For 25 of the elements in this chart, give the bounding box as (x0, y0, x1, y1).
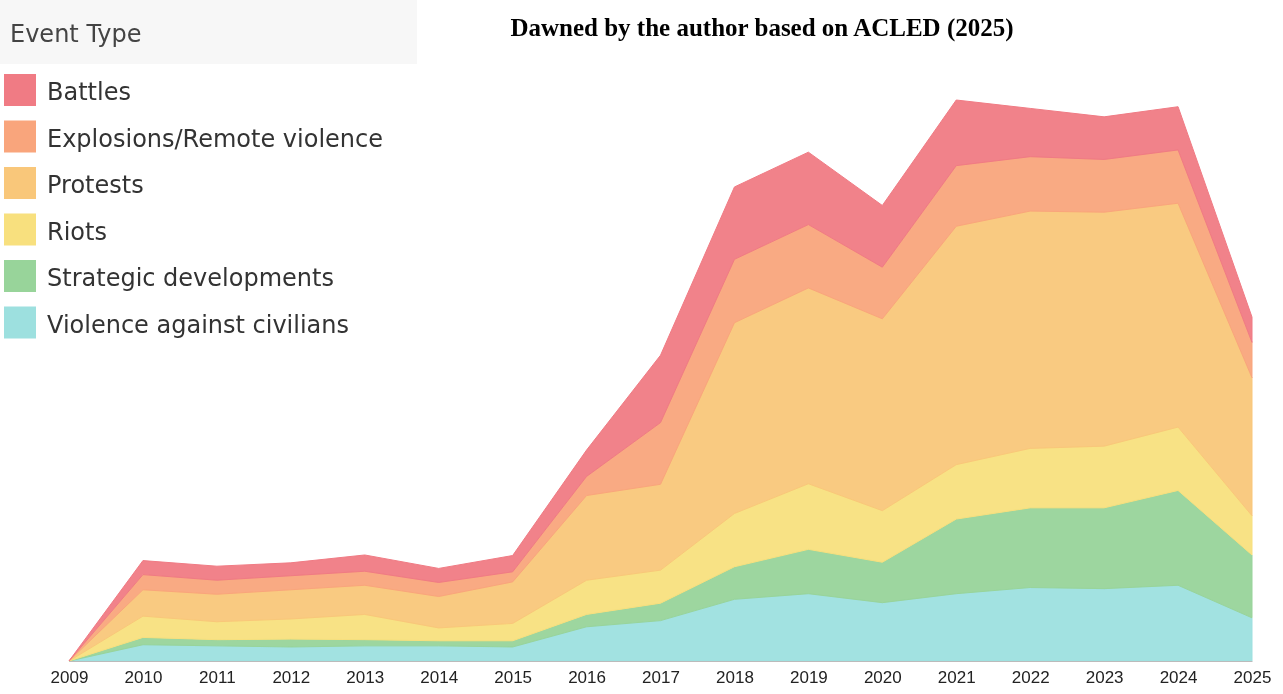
x-tick-label: 2023 (1085, 668, 1124, 688)
x-tick-label: 2012 (272, 668, 311, 688)
x-tick-label: 2025 (1233, 668, 1272, 688)
x-tick-label: 2010 (124, 668, 163, 688)
x-tick-label: 2018 (716, 668, 754, 688)
x-tick-label: 2021 (937, 668, 976, 688)
legend-label: Strategic developments (47, 264, 334, 292)
legend-label: Battles (47, 78, 131, 106)
x-tick-label: 2019 (789, 668, 828, 688)
x-tick-label: 2014 (420, 668, 459, 688)
x-tick-label: 2017 (642, 668, 680, 688)
x-tick-label: 2020 (863, 668, 902, 688)
legend-label: Violence against civilians (47, 310, 350, 339)
chart-title: Dawned by the author based on ACLED (2025) (510, 14, 1014, 42)
legend-label: Riots (47, 217, 107, 246)
x-tick-label: 2016 (568, 668, 606, 688)
legend-label: Explosions/Remote violence (47, 124, 383, 153)
x-tick-label: 2011 (199, 668, 236, 688)
x-tick-label: 2024 (1159, 668, 1198, 688)
x-tick-label: 2009 (50, 668, 89, 688)
x-tick-label: 2015 (494, 668, 533, 688)
x-tick-label: 2022 (1011, 668, 1050, 688)
legend-label: Protests (47, 171, 144, 199)
legend-title: Event Type (10, 20, 142, 48)
x-tick-label: 2013 (346, 668, 385, 688)
